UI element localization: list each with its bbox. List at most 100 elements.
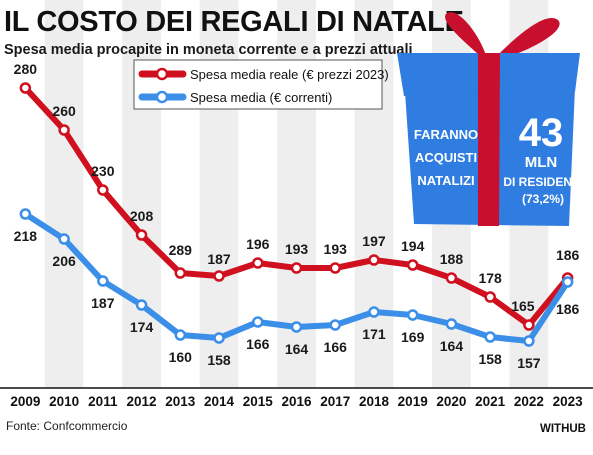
data-point (523, 319, 535, 331)
x-tick-label: 2017 (320, 394, 350, 409)
data-label: 186 (556, 247, 580, 263)
legend: Spesa media reale (€ prezzi 2023) Spesa … (133, 59, 389, 110)
data-label: 157 (517, 355, 541, 371)
data-label: 174 (130, 319, 154, 335)
data-point (213, 270, 225, 282)
data-point (174, 329, 187, 341)
x-tick-label: 2011 (88, 394, 118, 409)
data-point (445, 318, 458, 330)
data-point (213, 332, 225, 344)
chart-subtitle: Spesa media procapite in moneta corrente… (4, 42, 413, 58)
legend-label-real: Spesa media reale (€ prezzi 2023) (190, 67, 389, 82)
source-note: Fonte: Confcommercio (6, 419, 128, 433)
callout-percent: (73,2%) (522, 192, 564, 206)
data-point (484, 331, 496, 343)
x-tick-label: 2013 (165, 394, 196, 409)
year-stripe-2010 (44, 0, 84, 388)
chart-title: IL COSTO DEI REGALI DI NATALE (4, 6, 464, 38)
bow-right-loop (491, 18, 560, 62)
legend-label-current: Spesa media (€ correnti) (190, 90, 332, 105)
x-tick-label: 2021 (475, 394, 506, 409)
x-tick-label: 2009 (10, 394, 40, 409)
data-point (406, 309, 419, 321)
data-point (135, 299, 148, 311)
data-label: 218 (14, 228, 38, 244)
data-point (561, 276, 574, 288)
data-label: 196 (246, 236, 270, 252)
data-label: 206 (52, 253, 76, 269)
data-label: 280 (14, 61, 38, 77)
x-axis-ticks: 2009 2010 2011 2012 2013 2014 2015 2016 2017 2018… (10, 394, 583, 409)
x-tick-label: 2022 (514, 394, 544, 409)
data-point (19, 82, 32, 94)
data-label: 169 (401, 329, 425, 345)
callout-line-3: NATALIZI (417, 173, 474, 188)
box-ribbon (478, 53, 500, 226)
bow-left-loop (445, 12, 487, 62)
data-label: 178 (478, 270, 502, 286)
data-label: 260 (52, 103, 76, 119)
x-tick-label: 2020 (436, 394, 466, 409)
legend-box (133, 59, 383, 110)
callout-note: DI RESIDENTI (503, 175, 582, 189)
data-point (329, 319, 341, 331)
data-point (97, 275, 109, 287)
data-label: 193 (285, 241, 309, 257)
data-label: 230 (91, 163, 115, 179)
data-label: 158 (207, 352, 231, 368)
x-tick-label: 2014 (204, 394, 235, 409)
legend-marker-real (155, 67, 169, 81)
data-point (368, 306, 380, 318)
data-point (174, 267, 187, 279)
data-point (329, 262, 341, 274)
data-label: 197 (362, 233, 386, 249)
x-tick-label: 2018 (359, 394, 390, 409)
data-label: 158 (478, 351, 502, 367)
data-point (445, 272, 458, 284)
callout-line-2: ACQUISTI (415, 150, 477, 165)
series-layer (19, 82, 574, 347)
callout-line-1: FARANNO (414, 127, 478, 142)
data-label: 166 (324, 339, 348, 355)
x-tick-label: 2019 (398, 394, 428, 409)
data-point (97, 184, 109, 196)
data-label: 164 (440, 338, 464, 354)
legend-marker-current (155, 90, 169, 104)
data-label: 194 (401, 238, 425, 254)
data-label: 193 (324, 241, 348, 257)
x-tick-label: 2023 (553, 394, 584, 409)
x-tick-label: 2016 (281, 394, 312, 409)
data-label: 171 (362, 326, 386, 342)
data-point (484, 291, 496, 303)
data-point (19, 208, 32, 220)
data-point (135, 229, 148, 241)
data-point (58, 124, 70, 136)
data-point (406, 259, 419, 271)
callout-big-number: 43 (519, 111, 564, 155)
data-label: 208 (130, 208, 154, 224)
x-tick-label: 2010 (49, 394, 79, 409)
data-label: 188 (440, 251, 464, 267)
data-labels-layer: 280 260 230 208 289 187 196 193 193 197 194 188 178 1… (14, 61, 580, 371)
callout-unit: MLN (525, 154, 558, 171)
gift-box-callout: FARANNO ACQUISTI NATALIZI 43 MLN DI RESI… (397, 12, 583, 226)
data-label: 289 (169, 242, 193, 258)
data-point (252, 257, 264, 269)
data-point (252, 316, 264, 328)
x-tick-label: 2015 (243, 394, 274, 409)
data-point (368, 254, 380, 266)
data-point (523, 335, 535, 347)
data-label: 164 (285, 341, 309, 357)
data-point (290, 262, 303, 274)
data-label: 160 (169, 349, 193, 365)
brand-mark: WITHUB (540, 423, 586, 435)
data-label: 166 (246, 336, 270, 352)
data-label: 186 (556, 301, 580, 317)
data-label: 187 (91, 295, 115, 311)
data-point (58, 233, 70, 245)
x-tick-label: 2012 (127, 394, 157, 409)
data-label: 187 (207, 251, 231, 267)
data-point (290, 321, 303, 333)
